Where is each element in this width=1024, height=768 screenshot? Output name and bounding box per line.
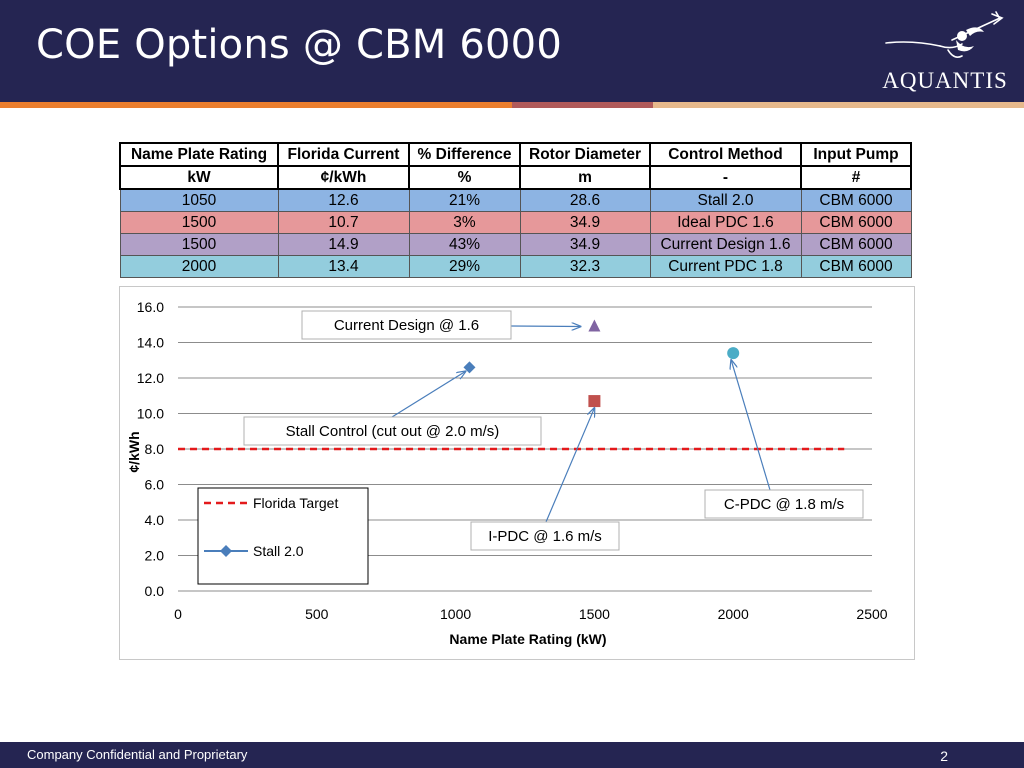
x-tick-label: 1500 xyxy=(579,606,610,622)
annotation-box xyxy=(704,489,864,519)
table-cell: Current PDC 1.8 xyxy=(649,255,802,278)
header-accent-stripe xyxy=(0,102,1024,108)
data-point-ideal-pdc xyxy=(588,395,601,408)
table-header-row: Name Plate Rating Florida Current % Diff… xyxy=(119,142,912,167)
legend-label-stall-2-0: Stall 2.0 xyxy=(253,543,304,559)
annotation-label: I-PDC @ 1.6 m/s xyxy=(488,528,602,545)
column-header: Rotor Diameter xyxy=(519,142,651,167)
column-header: Name Plate Rating xyxy=(119,142,279,167)
table-cell: 3% xyxy=(408,211,521,234)
x-tick-label: 500 xyxy=(305,606,329,622)
table-cell: CBM 6000 xyxy=(800,211,912,234)
annotation-box xyxy=(301,310,512,340)
data-point-stall-2-0 xyxy=(463,361,476,374)
y-tick-label: 0.0 xyxy=(145,583,165,599)
annotation-arrow xyxy=(545,408,594,523)
table-cell: CBM 6000 xyxy=(800,255,912,278)
coe-options-table: Name Plate Rating Florida Current % Diff… xyxy=(119,142,912,278)
table-units-row: kW ¢/kWh % m - # xyxy=(119,165,912,190)
annotation-label: C-PDC @ 1.8 m/s xyxy=(724,496,844,513)
x-tick-label: 2500 xyxy=(856,606,887,622)
table-row: 1500 10.7 3% 34.9 Ideal PDC 1.6 CBM 6000 xyxy=(119,211,912,234)
legend-stall-swatch-diamond xyxy=(220,545,232,557)
slide-header: COE Options @ CBM 6000 AQUANTIS xyxy=(0,0,1024,102)
table-cell: Ideal PDC 1.6 xyxy=(649,211,802,234)
annotation-box xyxy=(470,521,620,551)
table-cell: 28.6 xyxy=(519,188,651,212)
y-tick-label: 12.0 xyxy=(137,370,164,386)
annotation-arrow xyxy=(510,326,580,327)
unit-header: % xyxy=(408,165,521,190)
x-tick-label: 2000 xyxy=(718,606,749,622)
slide-title: COE Options @ CBM 6000 xyxy=(36,22,562,68)
y-tick-label: 4.0 xyxy=(145,512,165,528)
x-tick-label: 0 xyxy=(174,606,182,622)
column-header: Input Pump xyxy=(800,142,912,167)
data-point-current-pdc xyxy=(727,347,740,360)
annotation-box xyxy=(243,416,542,446)
aquantis-logo: AQUANTIS xyxy=(882,10,1008,96)
column-header: Control Method xyxy=(649,142,802,167)
y-tick-label: 6.0 xyxy=(145,477,165,493)
table-cell: 1500 xyxy=(119,233,279,256)
y-tick-label: 14.0 xyxy=(137,335,164,351)
annotation-arrow xyxy=(391,371,465,418)
y-axis-label: ¢/kWh xyxy=(126,431,142,472)
chart-canvas: 0.0 2.0 4.0 6.0 8.0 10.0 12.0 14.0 16.0 0 500 1000 1… xyxy=(126,299,888,647)
legend-label-florida-target: Florida Target xyxy=(253,495,338,511)
x-axis-label: Name Plate Rating (kW) xyxy=(449,631,606,647)
table-cell: 2000 xyxy=(119,255,279,278)
chart-legend xyxy=(197,487,369,585)
trident-figure-icon xyxy=(885,11,1004,58)
table-cell: 34.9 xyxy=(519,211,651,234)
stripe-segment-orange xyxy=(0,102,512,108)
column-header: % Difference xyxy=(408,142,521,167)
table-cell: 1500 xyxy=(119,211,279,234)
table-cell: Stall 2.0 xyxy=(649,188,802,212)
stripe-segment-tan xyxy=(653,102,1024,108)
unit-header: # xyxy=(800,165,912,190)
table-cell: 43% xyxy=(408,233,521,256)
table-row: 2000 13.4 29% 32.3 Current PDC 1.8 CBM 6000 xyxy=(119,255,912,278)
coe-chart: 0.0 2.0 4.0 6.0 8.0 10.0 12.0 14.0 16.0 0 500 1000 1… xyxy=(119,286,915,660)
x-tick-label: 1000 xyxy=(440,606,471,622)
y-tick-label: 2.0 xyxy=(145,548,165,564)
y-tick-label: 10.0 xyxy=(137,406,164,422)
table-cell: Current Design 1.6 xyxy=(649,233,802,256)
table-cell: 10.7 xyxy=(277,211,410,234)
unit-header: - xyxy=(649,165,802,190)
table-cell: 14.9 xyxy=(277,233,410,256)
annotation-label: Stall Control (cut out @ 2.0 m/s) xyxy=(286,423,500,440)
table-cell: 13.4 xyxy=(277,255,410,278)
table-cell: 21% xyxy=(408,188,521,212)
table-row: 1050 12.6 21% 28.6 Stall 2.0 CBM 6000 xyxy=(119,188,912,212)
table-cell: 12.6 xyxy=(277,188,410,212)
unit-header: m xyxy=(519,165,651,190)
data-point-current-design xyxy=(588,319,601,332)
unit-header: ¢/kWh xyxy=(277,165,410,190)
logo-wordmark: AQUANTIS xyxy=(882,68,1008,93)
table-cell: CBM 6000 xyxy=(800,233,912,256)
slide-footer: Company Confidential and Proprietary 2 xyxy=(0,742,1024,768)
annotation-label: Current Design @ 1.6 xyxy=(334,317,479,334)
table-row: 1500 14.9 43% 34.9 Current Design 1.6 CBM 600… xyxy=(119,233,912,256)
table-cell: 34.9 xyxy=(519,233,651,256)
footer-confidentiality-note: Company Confidential and Proprietary xyxy=(27,747,248,762)
unit-header: kW xyxy=(119,165,279,190)
stripe-segment-red xyxy=(512,102,653,108)
table-cell: CBM 6000 xyxy=(800,188,912,212)
annotation-arrow xyxy=(731,360,771,491)
table-cell: 32.3 xyxy=(519,255,651,278)
page-number: 2 xyxy=(940,748,948,764)
y-tick-label: 16.0 xyxy=(137,299,164,315)
table-cell: 29% xyxy=(408,255,521,278)
table-cell: 1050 xyxy=(119,188,279,212)
column-header: Florida Current xyxy=(277,142,410,167)
y-tick-label: 8.0 xyxy=(145,441,165,457)
